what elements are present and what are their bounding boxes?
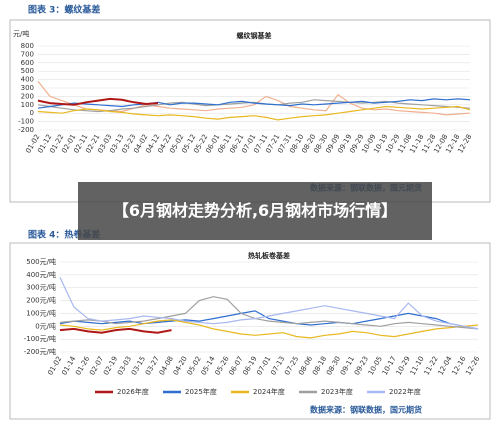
y-tick-label: 0元/吨 <box>35 321 56 330</box>
y-axis-label: 元/吨 <box>13 29 29 38</box>
series-line <box>59 277 479 330</box>
chart-title: 热轧板卷基差 <box>248 251 290 260</box>
series-line <box>37 80 471 116</box>
y-tick-label: -200元/吨 <box>24 347 56 356</box>
legend-label: 2026年度 <box>117 387 149 396</box>
series-line <box>59 319 479 339</box>
series-line <box>37 105 471 121</box>
y-tick-label: 500元/吨 <box>26 257 56 266</box>
series-line <box>37 97 159 106</box>
series-line <box>59 296 479 330</box>
series-line <box>37 98 471 109</box>
y-tick-label: 100元/吨 <box>26 308 56 317</box>
y-tick-label: 400元/吨 <box>26 270 56 279</box>
series-line <box>59 327 172 334</box>
article-title: 【6月钢材走势分析,6月钢材市场行情】 <box>78 182 432 240</box>
y-tick-label: 200 <box>21 92 34 100</box>
y-tick-label: 600 <box>21 59 34 67</box>
legend-label: 2025年度 <box>185 387 217 396</box>
x-tick-label: 12-26 <box>464 355 481 377</box>
y-tick-label: 400 <box>21 76 34 84</box>
figure-caption: 图表 3：螺纹基差 <box>28 4 100 16</box>
y-tick-label: 700 <box>21 50 34 58</box>
y-tick-label: 0 <box>30 109 34 117</box>
y-tick-label: -100 <box>18 118 34 126</box>
source-note: 数据来源：钢联数据，国元期货 <box>310 405 422 415</box>
legend-label: 2024年度 <box>253 387 285 396</box>
chart-title: 螺纹钢基差 <box>237 31 272 40</box>
y-tick-label: 200元/吨 <box>26 296 56 305</box>
legend-label: 2022年度 <box>389 387 421 396</box>
y-tick-label: 800 <box>21 42 34 50</box>
y-tick-label: -100元/吨 <box>24 334 56 343</box>
y-tick-label: -200 <box>18 126 34 134</box>
y-tick-label: 500 <box>21 67 34 75</box>
y-tick-label: 300 <box>21 84 34 92</box>
legend-label: 2023年度 <box>321 387 353 396</box>
series-line <box>59 310 479 330</box>
y-tick-label: 100 <box>21 101 34 109</box>
chart-frame <box>9 242 491 420</box>
y-tick-label: 300元/吨 <box>26 283 56 292</box>
series-line <box>37 99 471 113</box>
